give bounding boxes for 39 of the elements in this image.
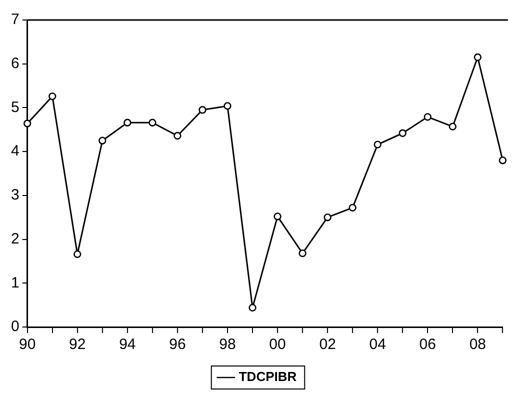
- y-tick-label: 1: [11, 274, 20, 292]
- point: [298, 249, 306, 258]
- point: [224, 102, 232, 110]
- y-tick-label: 2: [11, 230, 20, 248]
- y-tick-label: 0: [11, 318, 20, 336]
- x-tick-label: 92: [69, 336, 86, 354]
- x-tick-label: 04: [369, 336, 386, 354]
- point: [98, 136, 106, 144]
- x-tick-label: 94: [119, 336, 136, 354]
- point: [74, 250, 82, 258]
- point: [398, 129, 406, 137]
- x-tick-label: 02: [319, 336, 336, 354]
- x-tick-label: 90: [19, 336, 36, 354]
- point: [248, 304, 256, 312]
- x-tick-label: 00: [269, 336, 286, 354]
- point: [23, 120, 32, 128]
- y-tick-label: 4: [11, 142, 20, 160]
- point: [498, 156, 507, 164]
- point: [124, 118, 132, 126]
- x-tick-label: 08: [469, 336, 486, 354]
- legend-label: TDCPIBR: [238, 369, 298, 384]
- point: [174, 132, 182, 140]
- point: [374, 140, 382, 148]
- x-tick-label: 98: [219, 336, 236, 354]
- x-tick-label: 06: [419, 336, 436, 354]
- point: [198, 106, 206, 114]
- y-tick-label: 6: [11, 55, 20, 72]
- y-tick-label: 3: [11, 186, 20, 204]
- point: [274, 212, 282, 220]
- point: [448, 122, 457, 130]
- y-tick-label: 7: [11, 11, 20, 28]
- point: [424, 113, 432, 121]
- point: [324, 214, 332, 222]
- point: [48, 92, 56, 100]
- point: [474, 53, 482, 62]
- point: [348, 204, 356, 212]
- x-tick-label: 96: [169, 336, 186, 354]
- point: [148, 118, 156, 126]
- y-tick-label: 5: [11, 98, 20, 116]
